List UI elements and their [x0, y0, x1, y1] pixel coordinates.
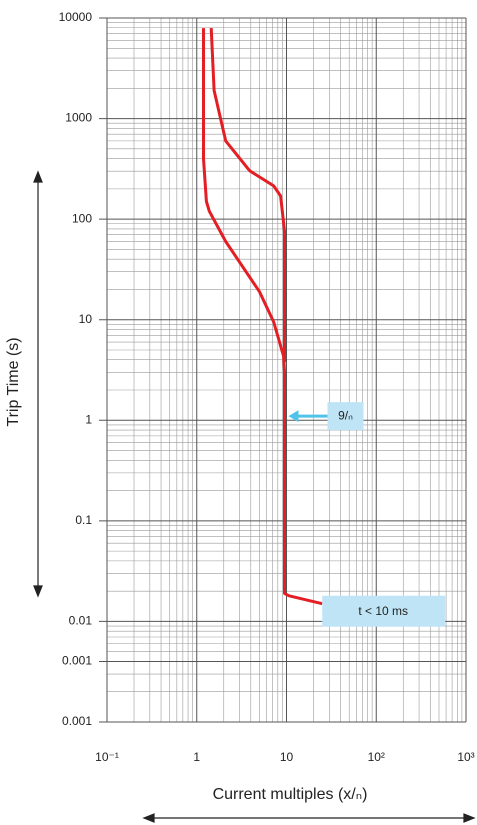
labels: 10⁻¹ 1 10 10² 10³ 10000 1000 100 10 1 0.1 0.01 0.001… [59, 10, 475, 764]
x-tick-label: 10² [368, 750, 385, 764]
y-tick-label: 10 [79, 312, 93, 326]
y-tick-label: 0.001 [62, 714, 92, 728]
y-axis-title: Trip Time (s) [5, 337, 22, 426]
x-arrow-heads [142, 813, 476, 823]
x-tick-label: 10 [280, 750, 294, 764]
y-arrow-heads [33, 170, 43, 598]
x-axis-title: Current multiples (x/ₙ) [213, 786, 368, 803]
y-tick-label: 1000 [65, 111, 92, 125]
annotation-text: 9/ₙ [338, 408, 353, 422]
y-tick-label: 100 [72, 211, 92, 225]
y-tick-label: 0.1 [75, 513, 92, 527]
annotation-text: t < 10 ms [358, 604, 408, 618]
annotation-box [322, 595, 446, 627]
y-tick-label: 1 [85, 412, 92, 426]
curves [202, 28, 323, 606]
range-arrows [33, 170, 476, 823]
trip-curve [202, 28, 323, 606]
x-tick-label: 10⁻¹ [95, 750, 119, 764]
y-tick-label: 0.01 [69, 614, 93, 628]
y-tick-label: 0.001 [62, 654, 92, 668]
y-tick-label: 10000 [59, 10, 93, 24]
trip-curve [209, 28, 286, 362]
x-tick-label: 10³ [457, 750, 474, 764]
annotation-box [327, 402, 364, 431]
annotation-arrow-head [288, 410, 299, 423]
x-tick-label: 1 [193, 750, 200, 764]
